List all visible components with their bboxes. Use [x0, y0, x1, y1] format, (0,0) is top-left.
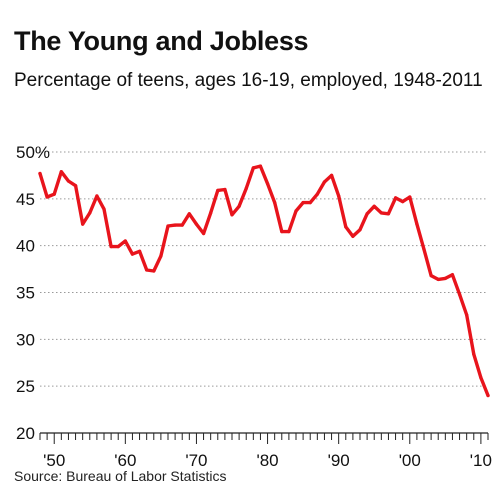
- data-point: [394, 196, 398, 200]
- x-tick-label: '80: [256, 451, 278, 470]
- data-point: [116, 245, 120, 249]
- data-point: [180, 223, 184, 227]
- data-point: [436, 277, 440, 281]
- x-axis: [39, 432, 489, 444]
- data-point: [88, 211, 92, 215]
- data-point: [74, 184, 78, 188]
- data-point: [273, 201, 277, 205]
- data-point: [45, 195, 49, 199]
- data-point: [429, 274, 433, 278]
- data-point: [472, 352, 476, 356]
- data-point: [443, 276, 447, 280]
- y-tick-label: 25: [16, 377, 35, 396]
- data-point: [401, 200, 405, 204]
- x-axis-labels: '50 '60 '70 '80 '90 '00 '10: [43, 451, 492, 470]
- data-point: [138, 249, 142, 253]
- data-point: [301, 201, 305, 205]
- data-point: [194, 222, 198, 226]
- series-line-teen-employment: [38, 164, 490, 398]
- data-point: [308, 201, 312, 205]
- data-point: [230, 213, 234, 217]
- data-point: [280, 230, 284, 234]
- y-axis-labels: 20 25 30 35 40 45 50%: [16, 143, 50, 443]
- x-tick-label: '70: [185, 451, 207, 470]
- data-point: [294, 209, 298, 213]
- data-point: [223, 187, 227, 192]
- data-point: [465, 313, 469, 317]
- series-layer: [38, 164, 490, 398]
- y-tick-label: 45: [16, 190, 35, 209]
- data-point: [266, 182, 270, 186]
- data-point: [450, 273, 454, 277]
- data-point: [209, 211, 213, 215]
- data-point: [337, 194, 341, 198]
- data-point: [187, 212, 191, 216]
- data-point: [237, 204, 241, 208]
- data-point: [81, 222, 85, 226]
- grid-layer: [40, 151, 488, 387]
- data-point: [173, 223, 177, 227]
- data-point: [251, 166, 255, 170]
- data-point: [351, 234, 355, 238]
- data-point: [95, 194, 99, 198]
- y-tick-label: 20: [16, 424, 35, 443]
- data-point: [52, 192, 56, 196]
- data-point: [123, 239, 127, 243]
- data-point: [102, 207, 106, 211]
- data-point: [59, 170, 63, 174]
- data-point: [145, 268, 149, 272]
- x-tick-label: '60: [114, 451, 136, 470]
- data-point: [386, 212, 390, 216]
- x-tick-label: '50: [43, 451, 65, 470]
- data-point: [216, 188, 220, 192]
- data-point: [258, 164, 262, 168]
- data-point: [415, 222, 419, 226]
- data-point: [458, 292, 462, 296]
- data-point: [152, 269, 156, 273]
- y-tick-label: 50%: [16, 143, 50, 162]
- data-point: [344, 225, 348, 229]
- data-point: [322, 180, 326, 184]
- data-point: [166, 224, 170, 228]
- data-point: [408, 195, 412, 199]
- data-point: [330, 173, 334, 177]
- chart-subtitle: Percentage of teens, ages 16-19, employe…: [14, 70, 483, 91]
- data-point: [315, 192, 319, 196]
- data-point: [379, 211, 383, 215]
- y-tick-label: 35: [16, 284, 35, 303]
- y-tick-label: 40: [16, 237, 35, 256]
- data-point: [365, 212, 369, 216]
- data-point: [159, 254, 163, 258]
- x-tick-label: '90: [328, 451, 350, 470]
- chart-title: The Young and Jobless: [14, 26, 309, 56]
- data-point: [244, 186, 248, 191]
- data-point: [38, 171, 42, 176]
- data-point: [479, 376, 483, 380]
- data-point: [202, 231, 206, 236]
- source-note: Source: Bureau of Labor Statistics: [14, 468, 227, 484]
- data-point: [372, 204, 376, 208]
- x-tick-label: '10: [470, 451, 492, 470]
- data-point: [422, 247, 426, 251]
- x-tick-label: '00: [399, 451, 421, 470]
- data-point: [358, 228, 362, 232]
- data-point: [66, 179, 70, 183]
- y-tick-label: 30: [16, 330, 35, 349]
- data-point: [486, 393, 490, 398]
- data-point: [130, 252, 134, 256]
- data-point: [109, 245, 113, 249]
- data-point: [287, 230, 291, 234]
